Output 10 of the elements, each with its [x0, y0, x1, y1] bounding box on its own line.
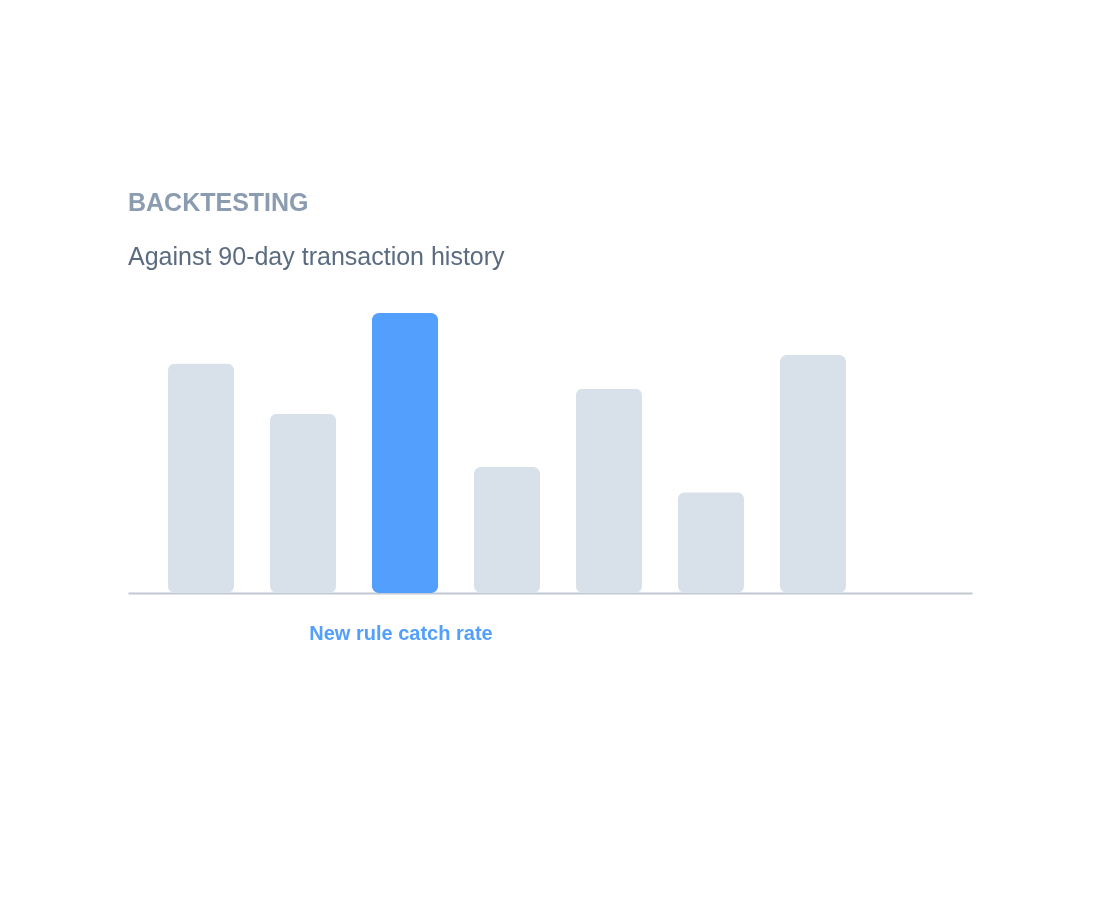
bar — [372, 313, 438, 593]
bar — [677, 492, 744, 593]
text: New rule catch rate — [309, 622, 493, 644]
bar — [270, 413, 337, 593]
bar — [473, 467, 540, 593]
chart-subtitle: Against 90-day transaction history — [128, 242, 506, 270]
bar — [575, 388, 642, 593]
bar — [779, 355, 846, 593]
bar — [168, 363, 235, 593]
chart-title: BACKTESTING — [128, 188, 309, 216]
